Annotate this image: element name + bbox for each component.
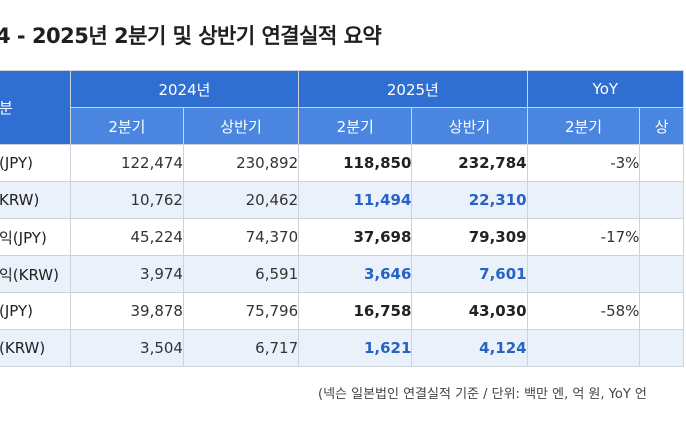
table-row: (JPY) 39,878 75,796 16,758 43,030 -58% bbox=[0, 292, 684, 330]
cell-h1-2024: 6,591 bbox=[182, 255, 300, 293]
cell-h1-2024: 74,370 bbox=[182, 218, 300, 256]
table-row: (KRW) 3,504 6,717 1,621 4,124 bbox=[0, 329, 684, 367]
cell-q2-2024: 39,878 bbox=[69, 292, 184, 330]
cell-h1-2025: 232,784 bbox=[411, 144, 528, 182]
cell-h1-2025: 4,124 bbox=[411, 329, 528, 367]
footnote: (넥슨 일본법인 연결실적 기준 / 단위: 백만 엔, 억 원, YoY 언 bbox=[318, 387, 647, 402]
cell-h1-2024: 6,717 bbox=[182, 329, 300, 367]
cell-yoy-h1 bbox=[639, 292, 684, 330]
row-label: 익(JPY) bbox=[0, 218, 71, 256]
header-period: 상 bbox=[639, 107, 684, 145]
cell-yoy-q2: -17% bbox=[526, 218, 641, 256]
cell-yoy-h1 bbox=[639, 255, 684, 293]
cell-h1-2024: 20,462 bbox=[182, 181, 300, 219]
header-row-periods: 2분기 상반기 2분기 상반기 2분기 상 bbox=[0, 107, 684, 145]
cell-yoy-q2: -3% bbox=[526, 144, 641, 182]
cell-h1-2025: 7,601 bbox=[411, 255, 528, 293]
cell-q2-2024: 3,504 bbox=[69, 329, 184, 367]
table-row: 익(KRW) 3,974 6,591 3,646 7,601 bbox=[0, 255, 684, 293]
cell-q2-2024: 122,474 bbox=[69, 144, 184, 182]
results-table: 분 2024년 2025년 YoY 2분기 상반기 2분기 상반기 2분기 상 … bbox=[0, 70, 685, 367]
cell-h1-2024: 75,796 bbox=[182, 292, 300, 330]
cell-yoy-h1 bbox=[639, 329, 684, 367]
header-period: 상반기 bbox=[182, 107, 300, 145]
cell-h1-2025: 22,310 bbox=[411, 181, 528, 219]
cell-q2-2024: 10,762 bbox=[69, 181, 184, 219]
table-row: 익(JPY) 45,224 74,370 37,698 79,309 -17% bbox=[0, 218, 684, 256]
header-period: 상반기 bbox=[411, 107, 528, 145]
header-corner: 분 bbox=[0, 70, 71, 145]
cell-q2-2025: 16,758 bbox=[298, 292, 413, 330]
cell-q2-2024: 3,974 bbox=[69, 255, 184, 293]
cell-q2-2025: 11,494 bbox=[298, 181, 413, 219]
cell-yoy-q2 bbox=[526, 255, 641, 293]
page-title: 4 - 2025년 2분기 및 상반기 연결실적 요약 bbox=[0, 24, 382, 48]
cell-yoy-h1 bbox=[639, 218, 684, 256]
cell-q2-2024: 45,224 bbox=[69, 218, 184, 256]
row-label: KRW) bbox=[0, 181, 71, 219]
cell-q2-2025: 3,646 bbox=[298, 255, 413, 293]
cell-yoy-h1 bbox=[639, 181, 684, 219]
table-row: (JPY) 122,474 230,892 118,850 232,784 -3… bbox=[0, 144, 684, 182]
cell-yoy-q2: -58% bbox=[526, 292, 641, 330]
cell-yoy-q2 bbox=[526, 181, 641, 219]
cell-q2-2025: 37,698 bbox=[298, 218, 413, 256]
header-period: 2분기 bbox=[69, 107, 184, 145]
header-year-2024: 2024년 bbox=[69, 70, 300, 108]
cell-yoy-q2 bbox=[526, 329, 641, 367]
table-row: KRW) 10,762 20,462 11,494 22,310 bbox=[0, 181, 684, 219]
cell-h1-2025: 43,030 bbox=[411, 292, 528, 330]
cell-q2-2025: 1,621 bbox=[298, 329, 413, 367]
row-label: (JPY) bbox=[0, 292, 71, 330]
header-row-years: 분 2024년 2025년 YoY bbox=[0, 70, 685, 145]
cell-h1-2024: 230,892 bbox=[182, 144, 300, 182]
row-label: 익(KRW) bbox=[0, 255, 71, 293]
header-period: 2분기 bbox=[298, 107, 413, 145]
row-label: (JPY) bbox=[0, 144, 71, 182]
cell-h1-2025: 79,309 bbox=[411, 218, 528, 256]
cell-yoy-h1 bbox=[639, 144, 684, 182]
header-year-2025: 2025년 bbox=[298, 70, 528, 108]
cell-q2-2025: 118,850 bbox=[298, 144, 413, 182]
header-yoy: YoY bbox=[526, 70, 685, 108]
header-period: 2분기 bbox=[526, 107, 641, 145]
row-label: (KRW) bbox=[0, 329, 71, 367]
